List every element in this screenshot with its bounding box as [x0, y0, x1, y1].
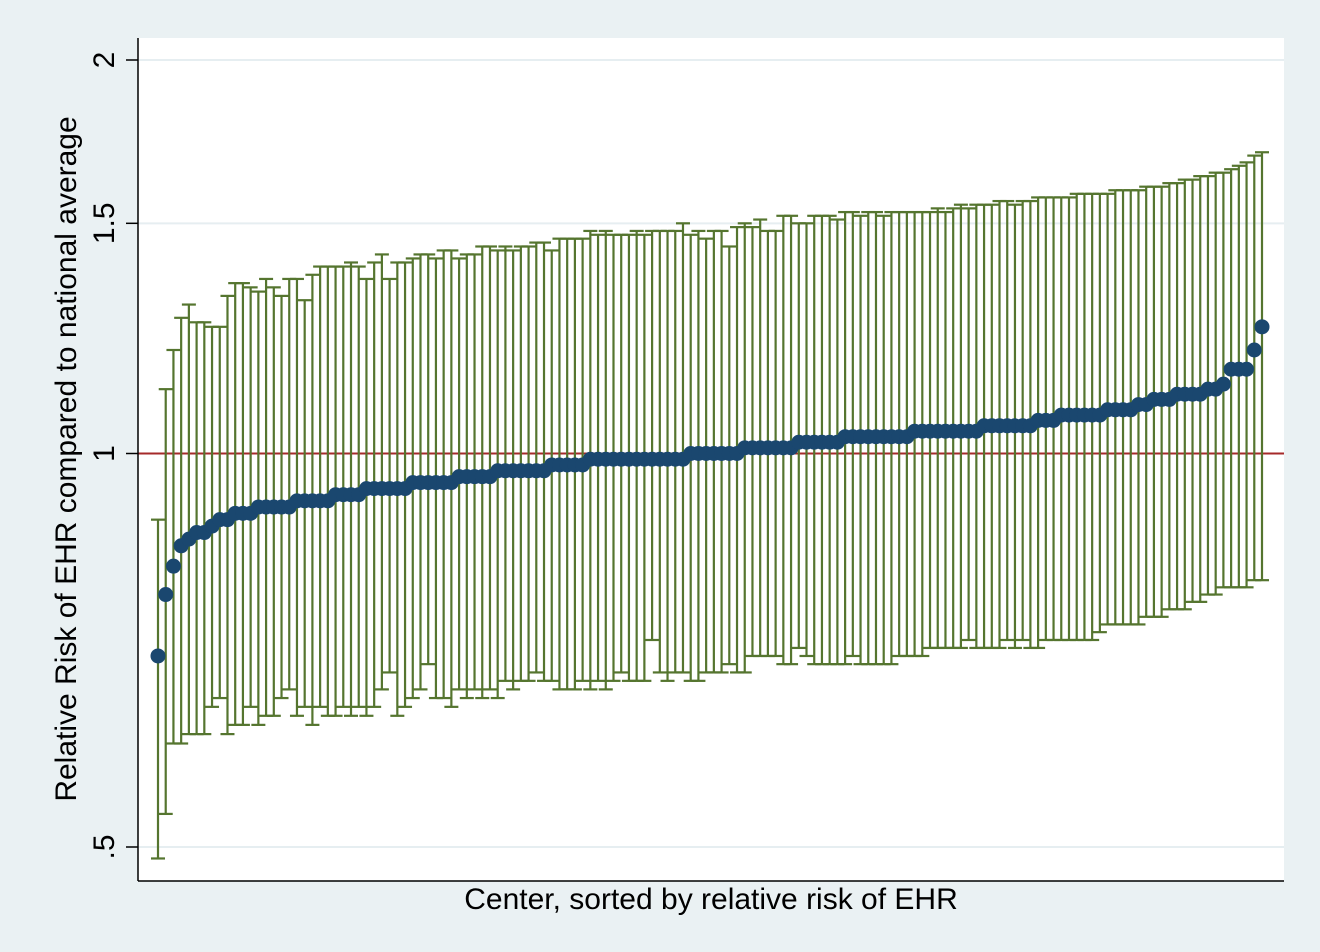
data-point [150, 648, 166, 664]
data-point [158, 587, 174, 603]
data-point [165, 558, 181, 574]
error-bar [235, 282, 250, 726]
y-tick-label: 1.5 [88, 202, 121, 244]
error-bar [351, 265, 366, 708]
y-axis-title: Relative Risk of EHR compared to nationa… [50, 116, 83, 801]
data-point [1239, 361, 1255, 377]
x-axis-title: Center, sorted by relative risk of EHR [464, 883, 958, 916]
y-tick-label: 1 [88, 445, 121, 462]
error-bar [482, 245, 497, 691]
y-tick-label: 2 [88, 52, 121, 69]
error-bar [359, 277, 374, 717]
error-bar [174, 316, 189, 745]
y-ticks: .5 1 1.5 2 [88, 52, 138, 860]
y-tick-label: .5 [88, 834, 121, 859]
error-bar [151, 518, 165, 860]
error-bar [336, 265, 351, 708]
data-point [1246, 342, 1262, 358]
error-bar [1255, 151, 1269, 582]
data-point [1215, 376, 1231, 392]
error-bar [675, 222, 690, 674]
error-bar [243, 286, 258, 708]
error-bar [382, 277, 397, 674]
data-point [1254, 319, 1270, 335]
error-bar [374, 253, 389, 691]
error-bar [784, 214, 799, 666]
error-bar [274, 294, 289, 700]
point-estimates [150, 319, 1270, 664]
error-bar [421, 253, 436, 666]
